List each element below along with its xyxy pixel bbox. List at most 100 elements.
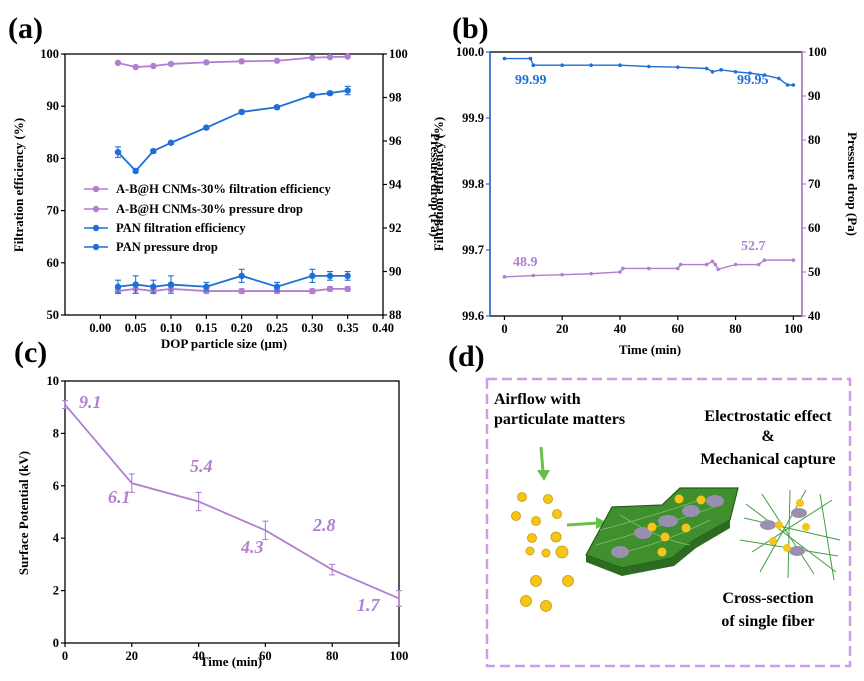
- y2-tick-label: 50: [808, 265, 821, 279]
- data-point: [132, 167, 139, 175]
- particle: [530, 575, 542, 587]
- data-point: [528, 56, 533, 61]
- y-tick-label: 4: [53, 531, 60, 545]
- particle: [562, 575, 574, 587]
- data-point: [777, 76, 781, 81]
- y-tick-label: 100: [40, 47, 59, 61]
- single-fiber-cross-section: [739, 489, 841, 581]
- mechanism-label: Electrostatic effect: [704, 408, 832, 425]
- particle: [783, 544, 791, 552]
- data-point: [710, 259, 715, 264]
- y2-tick-label: 100: [389, 47, 408, 61]
- data-point: [589, 271, 593, 276]
- cross-section-label: Cross-section: [722, 590, 813, 607]
- data-point: [344, 53, 351, 60]
- data-point: [647, 64, 651, 69]
- panel-c-value-label: 2.8: [312, 515, 336, 535]
- particle: [796, 499, 804, 507]
- fiber-strand: [761, 493, 815, 575]
- data-point: [733, 70, 738, 74]
- panel-c-value-label: 9.1: [79, 392, 102, 412]
- data-point: [114, 148, 122, 156]
- legend-label: A-B@H CNMs-30% pressure drop: [116, 202, 303, 216]
- y2-tick-label: 96: [389, 134, 402, 148]
- data-point: [344, 87, 351, 94]
- y2-tick-label: 40: [808, 309, 821, 323]
- particle: [543, 494, 553, 504]
- data-point: [238, 108, 245, 116]
- data-point: [560, 63, 565, 67]
- particle: [550, 531, 562, 543]
- particle: [775, 521, 783, 529]
- y-tick-label: 0: [53, 636, 59, 650]
- data-point: [309, 287, 316, 295]
- y-tick-label: 8: [53, 426, 59, 440]
- particle: [511, 511, 521, 521]
- fiber-strand: [819, 493, 835, 581]
- panel-a-y-title: Filtration efficiency (%): [11, 118, 26, 252]
- legend-marker: [92, 185, 100, 193]
- y-tick-label: 70: [47, 204, 60, 218]
- data-point: [203, 124, 210, 131]
- panel-b-label-dp-start: 48.9: [513, 255, 538, 270]
- particle: [541, 548, 551, 558]
- data-point: [675, 266, 680, 271]
- fiber-mat: [585, 487, 739, 576]
- mechanism-label: &: [761, 428, 774, 445]
- data-point: [326, 272, 334, 280]
- panel-label-d: (d): [448, 340, 485, 373]
- data-point: [273, 104, 281, 111]
- airflow-label: Airflow with: [494, 391, 581, 408]
- y-tick-label: 99.6: [462, 309, 484, 323]
- particle: [555, 545, 569, 559]
- panel-c-y-title: Surface Potential (kV): [16, 451, 31, 575]
- data-point: [719, 68, 723, 72]
- y2-tick-label: 100: [808, 45, 827, 59]
- particle: [657, 547, 667, 557]
- fiber-strand: [751, 499, 833, 553]
- particle: [674, 494, 684, 504]
- x-tick-label: 0.05: [125, 321, 147, 335]
- arrow-shaft: [566, 521, 599, 527]
- panel-d-schematic: Airflow with particulate matters Electro…: [485, 377, 852, 668]
- particle: [527, 533, 537, 543]
- panel-c-plot-frame: [64, 380, 400, 644]
- x-tick-label: 0.00: [89, 321, 111, 335]
- data-point: [167, 60, 175, 68]
- data-point: [326, 53, 334, 61]
- legend-marker: [92, 224, 100, 232]
- data-point: [273, 57, 281, 64]
- x-tick-label: 0.35: [337, 321, 359, 335]
- data-point: [531, 273, 536, 278]
- panel-label-c: (c): [14, 336, 47, 369]
- y-tick-label: 99.8: [462, 177, 484, 191]
- data-point: [167, 139, 175, 146]
- series-line: [117, 89, 348, 173]
- legend-marker: [92, 243, 100, 251]
- pm-cluster: [634, 527, 652, 539]
- data-point: [589, 63, 593, 67]
- x-tick-label: 0.10: [160, 321, 182, 335]
- data-point: [203, 59, 210, 66]
- data-point: [704, 262, 709, 267]
- x-tick-label: 40: [614, 322, 627, 336]
- particle: [517, 492, 527, 502]
- x-tick-label: 40: [192, 649, 205, 663]
- y2-tick-label: 94: [389, 178, 402, 192]
- y-tick-label: 99.9: [462, 111, 484, 125]
- y-tick-label: 90: [47, 99, 60, 113]
- down-arrow-icon: [537, 470, 550, 481]
- legend-marker: [92, 205, 100, 213]
- y-tick-label: 6: [53, 479, 59, 493]
- particle: [802, 523, 810, 531]
- series-line: [117, 274, 348, 288]
- panel-c-value-label: 4.3: [240, 537, 264, 557]
- data-point: [326, 285, 334, 293]
- panel-b-plot-frame: [489, 51, 803, 317]
- y-tick-label: 100.0: [456, 45, 484, 59]
- data-point: [273, 283, 281, 290]
- pm-cluster: [658, 515, 678, 527]
- pm-cluster: [682, 505, 700, 517]
- particle: [660, 532, 670, 542]
- y2-tick-label: 60: [808, 221, 821, 235]
